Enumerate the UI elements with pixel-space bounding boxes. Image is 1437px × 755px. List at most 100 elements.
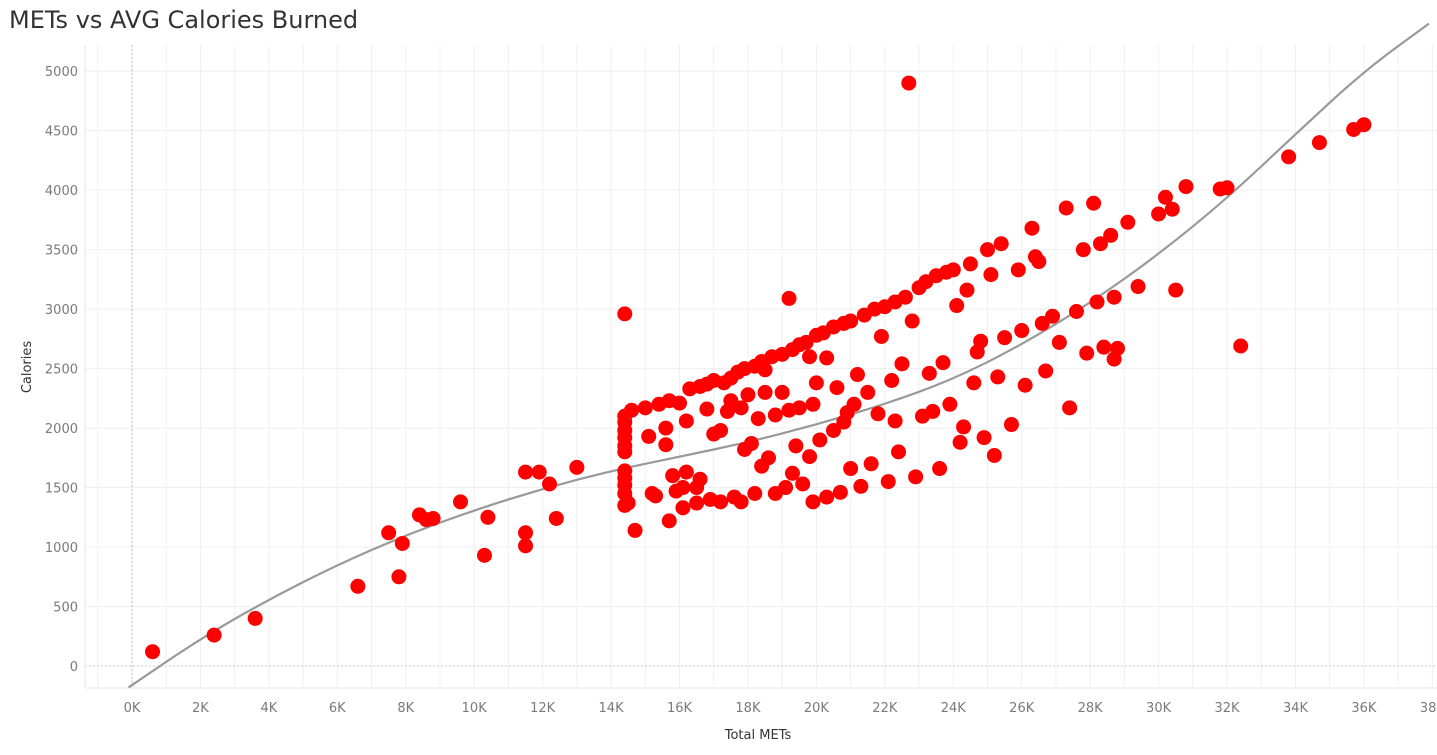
x-tick-label: 4K <box>260 701 277 716</box>
data-point <box>692 471 708 487</box>
data-point <box>1017 377 1033 393</box>
x-tick-label: 34K <box>1283 701 1309 716</box>
data-point <box>949 298 965 314</box>
x-tick-label: 14K <box>599 701 625 716</box>
data-point <box>453 494 469 510</box>
data-point <box>713 494 729 510</box>
data-point <box>952 434 968 450</box>
data-point <box>819 489 835 505</box>
data-point <box>802 449 818 465</box>
x-tick-label: 28K <box>1078 701 1104 716</box>
data-point <box>672 395 688 411</box>
x-tick-label: 26K <box>1009 701 1035 716</box>
data-point <box>986 447 1002 463</box>
data-point <box>1092 236 1108 252</box>
data-point <box>880 474 896 490</box>
data-point <box>767 407 783 423</box>
data-point <box>1311 135 1327 151</box>
data-point <box>843 313 859 329</box>
data-point <box>925 403 941 419</box>
data-point <box>425 510 441 526</box>
y-axis-title: Calories <box>20 341 35 394</box>
data-point <box>942 396 958 412</box>
y-tick-label: 1000 <box>45 541 78 556</box>
data-point <box>945 262 961 278</box>
y-tick-label: 500 <box>53 601 78 616</box>
data-point <box>740 387 756 403</box>
data-point <box>935 355 951 371</box>
data-point <box>795 476 811 492</box>
data-point <box>894 356 910 372</box>
data-point <box>350 578 366 594</box>
y-tick-label: 3500 <box>45 244 78 259</box>
data-point <box>627 522 643 538</box>
data-point <box>1096 339 1112 355</box>
data-point <box>1058 200 1074 216</box>
y-tick-label: 4000 <box>45 184 78 199</box>
data-point <box>849 367 865 383</box>
data-point <box>678 413 694 429</box>
data-point <box>747 486 763 502</box>
trend-line-group <box>127 22 1430 689</box>
x-tick-label: 32K <box>1215 701 1241 716</box>
data-point <box>531 464 547 480</box>
data-point <box>206 627 222 643</box>
data-point <box>569 459 585 475</box>
data-point <box>733 400 749 416</box>
data-point <box>1079 345 1095 361</box>
data-point <box>870 406 886 422</box>
data-point <box>661 513 677 529</box>
data-point <box>860 384 876 400</box>
data-point <box>518 464 534 480</box>
data-point <box>658 437 674 453</box>
data-point <box>897 289 913 305</box>
data-point <box>548 510 564 526</box>
data-point <box>1219 180 1235 196</box>
data-point <box>908 469 924 485</box>
data-point <box>1003 417 1019 433</box>
data-point <box>802 349 818 365</box>
data-point <box>648 488 664 504</box>
data-point <box>675 500 691 516</box>
data-point <box>675 480 691 496</box>
x-tick-label: 6K <box>329 701 346 716</box>
data-point <box>757 362 773 378</box>
data-point <box>1168 282 1184 298</box>
data-point <box>689 495 705 511</box>
data-point <box>1014 323 1030 339</box>
x-tick-label: 2K <box>192 701 209 716</box>
x-tick-label: 18K <box>735 701 761 716</box>
data-point <box>658 420 674 436</box>
data-point <box>617 306 633 322</box>
data-point <box>832 484 848 500</box>
data-point <box>641 428 657 444</box>
data-point <box>1356 117 1372 133</box>
data-point <box>904 313 920 329</box>
grid <box>85 45 1437 688</box>
data-point <box>1151 206 1167 222</box>
data-point <box>760 450 776 466</box>
y-tick-label: 3000 <box>45 303 78 318</box>
x-tick-label: 24K <box>941 701 967 716</box>
data-point <box>829 380 845 396</box>
data-point <box>1062 400 1078 416</box>
data-point <box>757 384 773 400</box>
data-point <box>1051 334 1067 350</box>
data-point <box>826 422 842 438</box>
data-point <box>805 494 821 510</box>
x-tick-label: 36K <box>1351 701 1377 716</box>
data-point <box>956 419 972 435</box>
data-point <box>713 422 729 438</box>
data-point <box>887 413 903 429</box>
data-point <box>1130 279 1146 295</box>
data-point <box>750 411 766 427</box>
data-point <box>966 375 982 391</box>
data-point <box>932 461 948 477</box>
data-point <box>819 350 835 366</box>
x-tick-label: 22K <box>872 701 898 716</box>
data-point <box>1281 149 1297 165</box>
x-tick-label: 20K <box>804 701 830 716</box>
x-tick-label: 16K <box>667 701 693 716</box>
data-point <box>805 396 821 412</box>
data-point <box>990 369 1006 385</box>
